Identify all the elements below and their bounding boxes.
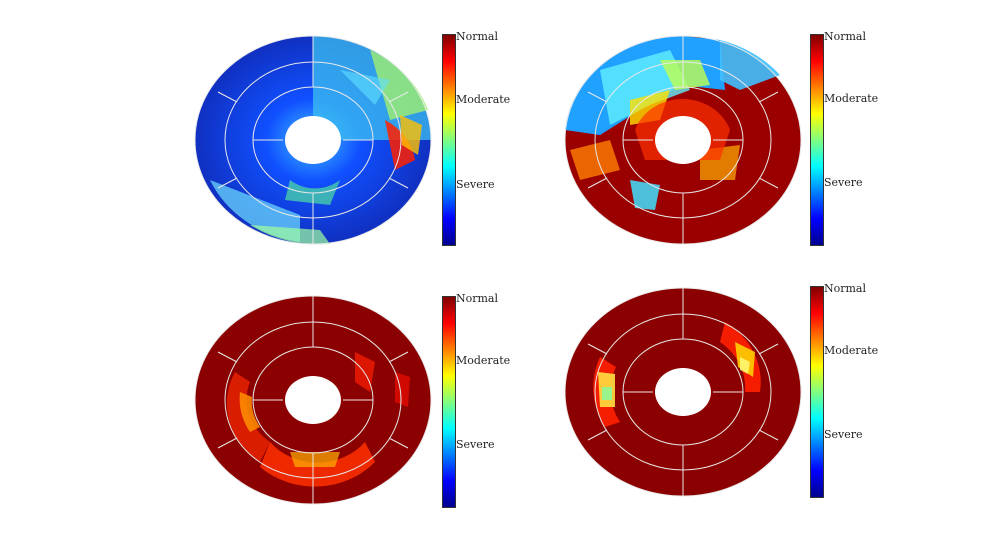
bullseye-panel-bottom-left: Normal Moderate Severe — [190, 292, 510, 512]
colorbar-label-normal: Normal — [824, 30, 867, 43]
colorbar-top-left — [442, 34, 456, 246]
polar-map-bottom-left — [194, 295, 432, 505]
polar-map-top-left — [194, 35, 432, 245]
colorbar-label-normal: Normal — [824, 282, 867, 295]
colorbar-bottom-left — [442, 296, 456, 508]
colorbar-label-normal: Normal — [456, 30, 499, 43]
polar-map-top-right — [564, 35, 802, 245]
colorbar-label-severe: Severe — [824, 428, 863, 441]
colorbar-label-moderate: Moderate — [456, 354, 511, 367]
colorbar-label-moderate: Moderate — [824, 92, 879, 105]
bullseye-panel-top-right: Normal Moderate Severe — [560, 30, 880, 250]
colorbar-label-severe: Severe — [456, 178, 495, 191]
colorbar-label-normal: Normal — [456, 292, 499, 305]
bullseye-panel-bottom-right: Normal Moderate Severe — [560, 282, 880, 502]
colorbar-label-severe: Severe — [824, 176, 863, 189]
colorbar-bottom-right — [810, 286, 824, 498]
polar-map-bottom-right — [564, 287, 802, 497]
colorbar-label-moderate: Moderate — [824, 344, 879, 357]
bullseye-panel-top-left: Normal Moderate Severe — [190, 30, 510, 250]
colorbar-top-right — [810, 34, 824, 246]
colorbar-label-moderate: Moderate — [456, 93, 511, 106]
colorbar-label-severe: Severe — [456, 438, 495, 451]
